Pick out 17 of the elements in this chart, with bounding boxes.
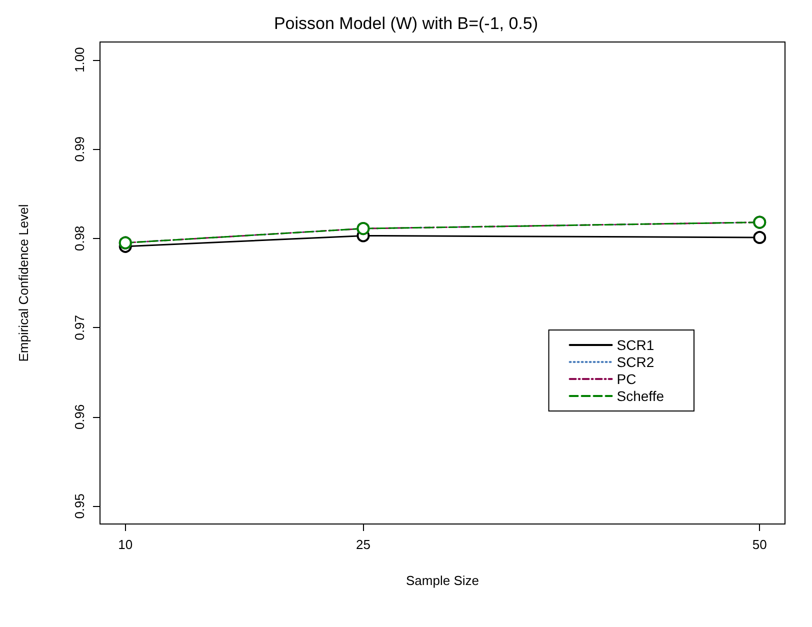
y-axis-title: Empirical Confidence Level (16, 204, 31, 362)
y-tick-label: 1.00 (72, 47, 87, 73)
legend-label: PC (616, 371, 636, 387)
x-tick-label: 50 (752, 537, 767, 552)
point (753, 230, 766, 244)
y-tick-label: 0.98 (72, 226, 87, 252)
y-tick-label: 0.97 (72, 314, 87, 340)
y-tick-label: 0.99 (72, 136, 87, 162)
y-tick-label: 0.95 (72, 493, 87, 519)
legend-label: Scheffe (616, 388, 664, 404)
x-axis-title: Sample Size (406, 573, 479, 588)
chart-title: Poisson Model (W) with B=(-1, 0.5) (274, 14, 538, 33)
x-tick-label: 10 (118, 537, 133, 552)
y-tick-label: 0.96 (72, 404, 87, 430)
legend-label: SCR2 (616, 354, 654, 370)
x-tick-label: 25 (356, 537, 370, 552)
legend-label: SCR1 (616, 337, 654, 353)
